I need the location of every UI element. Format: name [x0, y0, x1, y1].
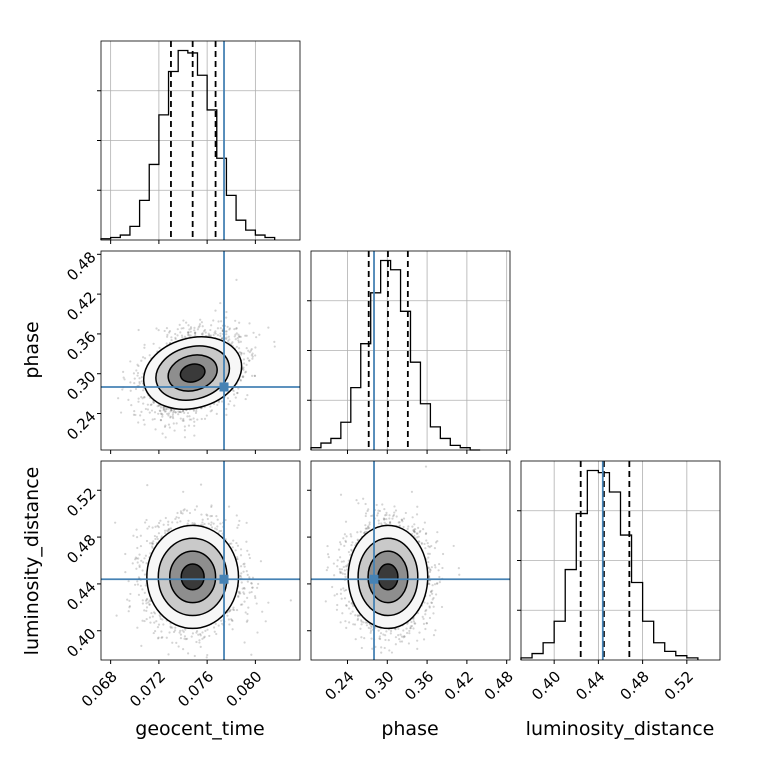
- panel-frame: [520, 460, 721, 661]
- x-tick-label: 0.52: [661, 668, 697, 704]
- y-axis-label: phase: [21, 321, 43, 378]
- panel-frame: [100, 250, 301, 451]
- panel-phase-vs-luminosity_distance: [310, 460, 511, 661]
- density-contour: [357, 537, 419, 617]
- density-level: [180, 364, 205, 383]
- truth-marker: [219, 574, 229, 584]
- y-tick-label: 0.36: [63, 328, 99, 364]
- y-tick-label: 0.52: [63, 484, 99, 520]
- panel-luminosity_distance-marginal: [517, 460, 721, 661]
- x-tick-label: 0.48: [481, 668, 517, 704]
- density-level: [377, 564, 398, 590]
- panel-frame: [100, 460, 301, 661]
- x-tick-label: 0.068: [78, 668, 121, 711]
- panel-geocent_time-marginal: [97, 40, 301, 241]
- density-level: [181, 564, 205, 590]
- density-contour: [179, 363, 206, 383]
- truth-marker: [219, 382, 229, 392]
- panel-frame: [310, 250, 511, 451]
- x-tick-label: 0.42: [441, 668, 477, 704]
- x-tick-label: 0.080: [223, 668, 266, 711]
- y-tick-label: 0.42: [63, 288, 99, 324]
- density-contour: [180, 563, 205, 591]
- panel-frame: [100, 40, 301, 241]
- density-contour: [168, 550, 217, 604]
- density-contour: [146, 524, 240, 630]
- x-tick-label: 0.30: [361, 668, 397, 704]
- density-contour: [367, 550, 409, 604]
- x-tick-label: 0.48: [617, 668, 653, 704]
- x-axis-label: luminosity_distance: [526, 718, 715, 740]
- x-tick-label: 0.076: [174, 668, 217, 711]
- x-axis-label: phase: [381, 718, 438, 740]
- panel-frame: [310, 460, 511, 661]
- panel-geocent_time-vs-phase: [100, 250, 301, 451]
- x-tick-label: 0.072: [126, 668, 169, 711]
- histogram-step: [310, 259, 481, 451]
- histogram-step: [520, 469, 699, 660]
- y-tick-label: 0.48: [63, 248, 99, 284]
- x-tick-label: 0.36: [401, 668, 437, 704]
- density-contour: [155, 345, 231, 401]
- y-tick-label: 0.44: [63, 578, 99, 614]
- x-tick-label: 0.44: [572, 668, 608, 704]
- truth-marker: [369, 574, 379, 584]
- y-tick-label: 0.24: [63, 407, 99, 443]
- panel-phase-marginal: [307, 250, 511, 451]
- density-contour: [347, 524, 429, 630]
- y-tick-label: 0.40: [63, 625, 99, 661]
- density-contour: [167, 354, 218, 392]
- histogram-step: [100, 49, 276, 240]
- panel-geocent_time-vs-luminosity_distance: [100, 460, 301, 661]
- y-axis-label: luminosity_distance: [21, 467, 43, 656]
- x-axis-label: geocent_time: [135, 718, 264, 740]
- x-tick-label: 0.40: [528, 668, 564, 704]
- y-tick-label: 0.30: [63, 368, 99, 404]
- y-tick-label: 0.48: [63, 531, 99, 567]
- x-tick-label: 0.24: [321, 668, 357, 704]
